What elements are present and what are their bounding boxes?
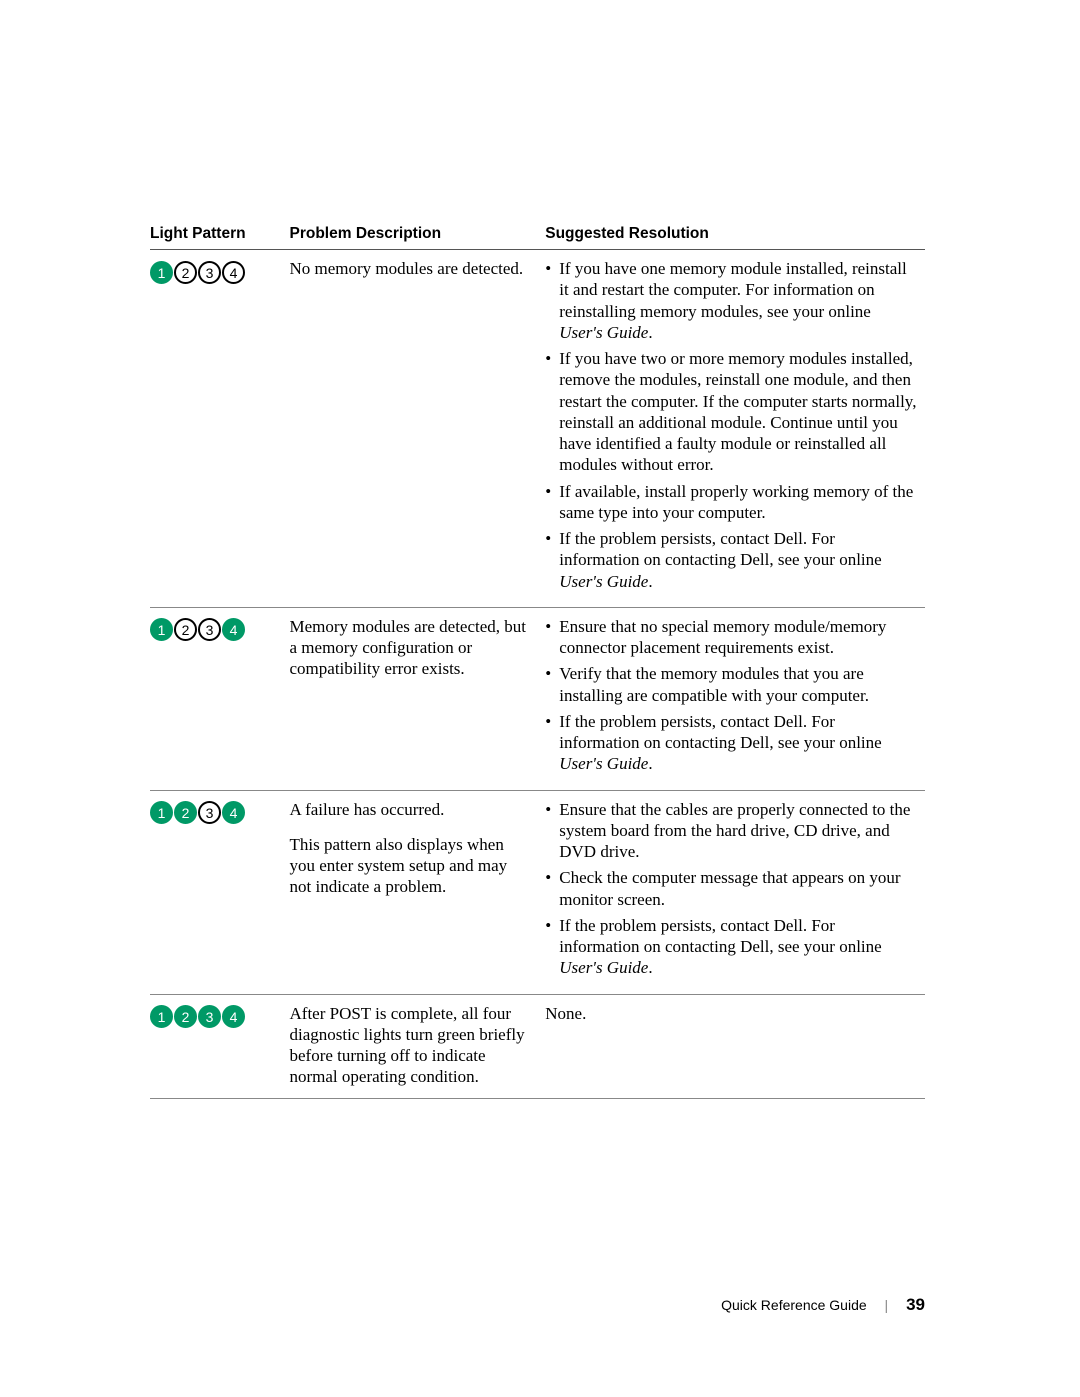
header-problem-desc: Problem Description (290, 225, 546, 250)
footer-page-number: 39 (906, 1295, 925, 1314)
light-pattern-cell: 1234 (150, 994, 290, 1098)
resolution-item: If the problem persists, contact Dell. F… (545, 711, 917, 775)
resolution-item: Check the computer message that appears … (545, 867, 917, 910)
italic-text: User's Guide (559, 323, 648, 342)
problem-description-cell: After POST is complete, all four diagnos… (290, 994, 546, 1098)
diagnostic-light-4: 4 (222, 801, 245, 824)
resolution-item: If you have one memory module installed,… (545, 258, 917, 343)
problem-paragraph: After POST is complete, all four diagnos… (290, 1003, 528, 1088)
light-pattern: 1234 (150, 261, 246, 280)
diagnostic-light-2: 2 (174, 1005, 197, 1028)
diagnostic-lights-table: Light Pattern Problem Description Sugges… (150, 225, 925, 1099)
problem-paragraph: Memory modules are detected, but a memor… (290, 616, 528, 680)
resolution-item: If you have two or more memory modules i… (545, 348, 917, 476)
suggested-resolution-cell: If you have one memory module installed,… (545, 250, 925, 608)
resolution-item: Verify that the memory modules that you … (545, 663, 917, 706)
table-row: 1234 No memory modules are detected. If yo… (150, 250, 925, 608)
problem-paragraph: This pattern also displays when you ente… (290, 834, 528, 898)
diagnostic-light-2: 2 (174, 801, 197, 824)
diagnostic-light-1: 1 (150, 1005, 173, 1028)
diagnostic-light-3: 3 (198, 261, 221, 284)
resolution-item: If the problem persists, contact Dell. F… (545, 528, 917, 592)
table-row: 1234 After POST is complete, all four dia… (150, 994, 925, 1098)
suggested-resolution-cell: None. (545, 994, 925, 1098)
diagnostic-light-3: 3 (198, 618, 221, 641)
footer-title: Quick Reference Guide (721, 1297, 867, 1313)
diagnostic-light-1: 1 (150, 801, 173, 824)
suggested-resolution-cell: Ensure that no special memory module/mem… (545, 607, 925, 790)
light-pattern: 1234 (150, 1006, 246, 1025)
light-pattern-cell: 1234 (150, 607, 290, 790)
table-row: 1234 Memory modules are detected, but a m… (150, 607, 925, 790)
light-pattern: 1234 (150, 619, 246, 638)
diagnostic-light-4: 4 (222, 618, 245, 641)
resolution-list: If you have one memory module installed,… (545, 258, 917, 592)
light-pattern-cell: 1234 (150, 250, 290, 608)
resolution-item: Ensure that the cables are properly conn… (545, 799, 917, 863)
problem-paragraph: A failure has occurred. (290, 799, 528, 820)
diagnostic-light-4: 4 (222, 261, 245, 284)
diagnostic-light-2: 2 (174, 261, 197, 284)
light-pattern: 1234 (150, 802, 246, 821)
problem-description-cell: No memory modules are detected. (290, 250, 546, 608)
resolution-item: Ensure that no special memory module/mem… (545, 616, 917, 659)
header-suggested-res: Suggested Resolution (545, 225, 925, 250)
resolution-list: Ensure that no special memory module/mem… (545, 616, 917, 775)
italic-text: User's Guide (559, 754, 648, 773)
italic-text: User's Guide (559, 958, 648, 977)
footer-divider: | (885, 1297, 889, 1313)
problem-description-cell: Memory modules are detected, but a memor… (290, 607, 546, 790)
problem-description-cell: A failure has occurred. This pattern also… (290, 790, 546, 994)
resolution-item: If the problem persists, contact Dell. F… (545, 915, 917, 979)
resolution-text: None. (545, 1003, 917, 1024)
suggested-resolution-cell: Ensure that the cables are properly conn… (545, 790, 925, 994)
page-footer: Quick Reference Guide | 39 (721, 1295, 925, 1315)
diagnostic-light-3: 3 (198, 1005, 221, 1028)
italic-text: User's Guide (559, 572, 648, 591)
header-light-pattern: Light Pattern (150, 225, 290, 250)
diagnostic-light-2: 2 (174, 618, 197, 641)
diagnostic-light-4: 4 (222, 1005, 245, 1028)
diagnostic-light-3: 3 (198, 801, 221, 824)
light-pattern-cell: 1234 (150, 790, 290, 994)
resolution-list: Ensure that the cables are properly conn… (545, 799, 917, 979)
problem-paragraph: No memory modules are detected. (290, 258, 528, 279)
diagnostic-light-1: 1 (150, 618, 173, 641)
table-row: 1234 A failure has occurred. This pattern … (150, 790, 925, 994)
diagnostic-light-1: 1 (150, 261, 173, 284)
resolution-item: If available, install properly working m… (545, 481, 917, 524)
